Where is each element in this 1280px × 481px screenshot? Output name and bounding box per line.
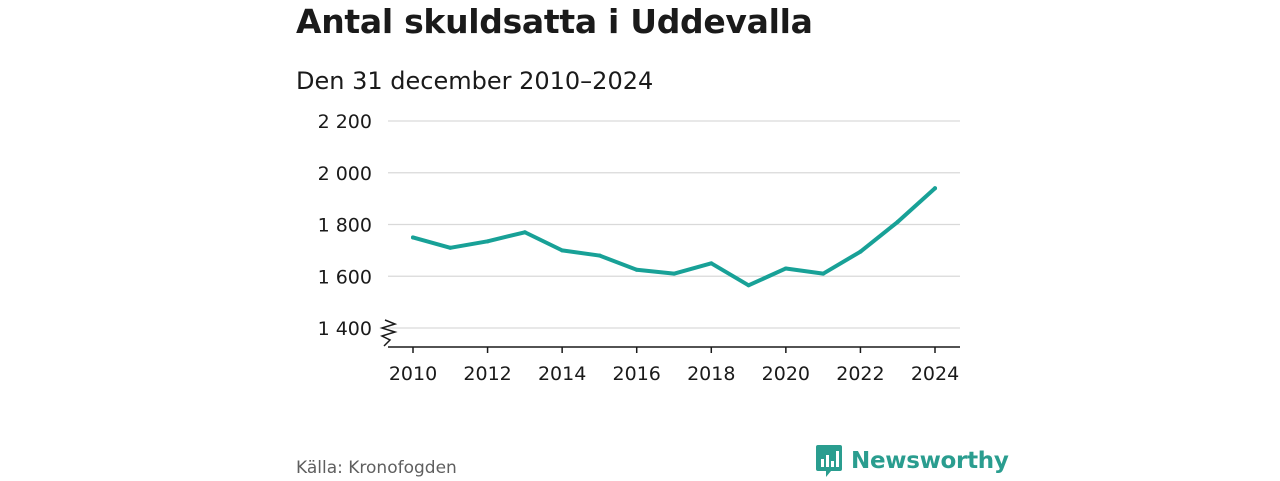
gridlines bbox=[388, 120, 960, 329]
data-point bbox=[858, 249, 863, 254]
x-tick-label: 2012 bbox=[463, 363, 511, 385]
data-point bbox=[560, 248, 565, 253]
y-axis-labels: 1 400 1 600 1 800 2 000 2 200 bbox=[318, 111, 372, 340]
data-point bbox=[746, 283, 751, 288]
x-tick-label: 2024 bbox=[911, 363, 959, 385]
axis-break-icon bbox=[379, 319, 398, 347]
chart-title: Antal skuldsatta i Uddevalla bbox=[296, 2, 813, 41]
data-point bbox=[709, 261, 714, 266]
data-point bbox=[634, 267, 639, 272]
source-note: Källa: Kronofogden bbox=[296, 458, 457, 478]
data-point bbox=[485, 239, 490, 244]
y-tick-label: 1 400 bbox=[318, 318, 372, 340]
series-line-0 bbox=[411, 186, 937, 288]
y-tick-label: 2 200 bbox=[318, 111, 372, 133]
data-point bbox=[597, 253, 602, 258]
bar-chart-bubble-icon bbox=[816, 445, 842, 477]
brand-name: Newsworthy bbox=[851, 448, 1009, 474]
chart-subtitle: Den 31 december 2010–2024 bbox=[296, 67, 654, 95]
x-tick-label: 2016 bbox=[613, 363, 661, 385]
x-tick-label: 2010 bbox=[389, 363, 437, 385]
series bbox=[411, 186, 937, 288]
data-point bbox=[783, 266, 788, 271]
y-tick-label: 1 800 bbox=[318, 215, 372, 237]
data-point bbox=[522, 230, 527, 235]
data-point bbox=[933, 186, 937, 191]
y-tick-label: 1 600 bbox=[318, 266, 372, 288]
x-axis: 2010 2012 2014 2016 2018 2020 2022 2024 bbox=[379, 319, 960, 385]
data-point bbox=[821, 271, 826, 276]
data-point bbox=[895, 219, 900, 224]
x-tick-label: 2018 bbox=[687, 363, 735, 385]
brand-logo: Newsworthy bbox=[815, 444, 1009, 478]
x-tick-label: 2022 bbox=[836, 363, 884, 385]
x-tick-label: 2020 bbox=[762, 363, 810, 385]
y-tick-label: 2 000 bbox=[318, 163, 372, 185]
data-point bbox=[672, 271, 676, 276]
data-point bbox=[448, 245, 453, 250]
x-tick-label: 2014 bbox=[538, 363, 586, 385]
data-point bbox=[411, 235, 415, 240]
